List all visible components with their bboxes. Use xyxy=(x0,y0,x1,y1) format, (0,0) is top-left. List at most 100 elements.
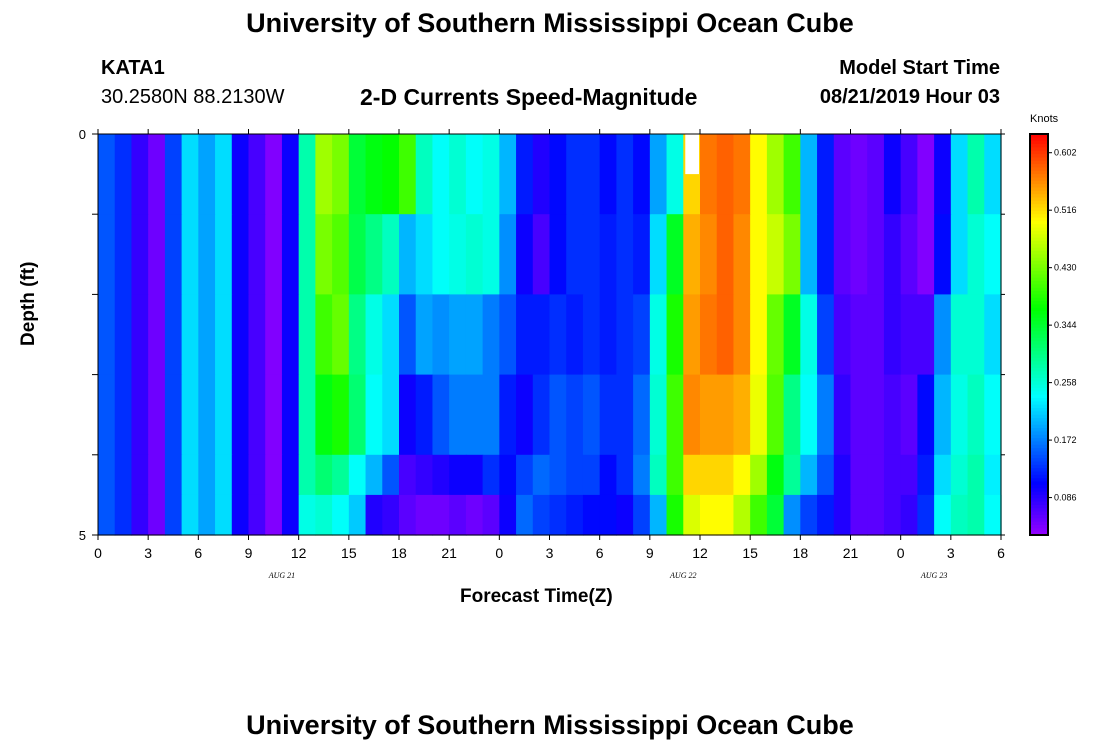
heatmap-cell xyxy=(465,494,484,535)
heatmap-cell xyxy=(833,134,852,215)
heatmap-cell xyxy=(967,494,985,535)
model-start-time: 08/21/2019 Hour 03 xyxy=(819,86,1000,108)
heatmap-cell xyxy=(766,494,785,535)
heatmap-cell xyxy=(432,294,450,376)
colorbar-band xyxy=(1030,207,1048,212)
heatmap-cell xyxy=(365,214,383,295)
colorbar-band xyxy=(1030,511,1048,516)
heatmap-cell xyxy=(700,294,718,376)
heatmap-cell xyxy=(917,374,935,456)
colorbar-band xyxy=(1030,297,1048,302)
colorbar-band xyxy=(1030,377,1048,382)
heatmap-cell xyxy=(917,294,935,376)
heatmap-cell xyxy=(566,294,584,376)
heatmap-cell xyxy=(783,374,801,456)
heatmap-cell xyxy=(465,214,484,295)
x-tick-label: 15 xyxy=(742,545,758,561)
colorbar-band xyxy=(1030,327,1048,332)
x-tick-label: 3 xyxy=(546,545,554,561)
heatmap-cell xyxy=(382,494,400,535)
chart-title: 2-D Currents Speed-Magnitude xyxy=(360,84,698,110)
heatmap-cell xyxy=(265,374,283,456)
colorbar-band xyxy=(1030,478,1048,483)
heatmap-cell xyxy=(867,214,885,295)
heatmap-cell xyxy=(750,374,768,456)
heatmap-cell xyxy=(917,494,935,535)
colorbar-band xyxy=(1030,444,1048,449)
colorbar-band xyxy=(1030,274,1048,279)
heatmap-cell xyxy=(967,214,985,295)
heatmap-cell xyxy=(750,214,768,295)
heatmap-cell xyxy=(817,294,835,376)
date-label: AUG 21 xyxy=(268,571,295,580)
heatmap-cell xyxy=(215,494,233,535)
heatmap-cell xyxy=(900,494,918,535)
heatmap-cell xyxy=(131,294,149,376)
heatmap-cell xyxy=(482,294,500,376)
colorbar-band xyxy=(1030,374,1048,379)
heatmap-cell xyxy=(934,214,952,295)
heatmap-cell xyxy=(616,374,634,456)
heatmap-cell xyxy=(549,494,567,535)
heatmap-cell xyxy=(666,374,684,456)
heatmap-cell xyxy=(850,294,868,376)
heatmap-cell xyxy=(449,494,467,535)
heatmap-cell xyxy=(265,214,283,295)
heatmap-cell xyxy=(399,494,417,535)
heatmap-cell xyxy=(415,294,434,376)
colorbar-band xyxy=(1030,160,1048,165)
colorbar-band xyxy=(1030,414,1048,419)
colorbar-band xyxy=(1030,190,1048,195)
colorbar-band xyxy=(1030,438,1048,443)
heatmap-cell xyxy=(766,374,785,456)
heatmap-cell xyxy=(633,134,651,215)
heatmap-cell xyxy=(399,294,417,376)
x-tick-label: 18 xyxy=(391,545,407,561)
heatmap-cell xyxy=(198,134,216,215)
heatmap-cell xyxy=(716,294,735,376)
colorbar-band xyxy=(1030,491,1048,496)
heatmap-cell xyxy=(499,134,517,215)
heatmap-cell xyxy=(449,294,467,376)
colorbar-band xyxy=(1030,521,1048,526)
colorbar-band xyxy=(1030,234,1048,239)
heatmap-cell xyxy=(582,134,601,215)
colorbar-frame xyxy=(1029,133,1049,536)
colorbar-band xyxy=(1030,504,1048,509)
heatmap-cell xyxy=(332,134,350,215)
colorbar-band xyxy=(1030,187,1048,192)
heatmap-cell xyxy=(616,294,634,376)
heatmap-cell xyxy=(549,374,567,456)
colorbar-band xyxy=(1030,224,1048,229)
heatmap-cell xyxy=(582,374,601,456)
colorbar-band xyxy=(1030,214,1048,219)
heatmap-cell xyxy=(766,214,785,295)
colorbar-band xyxy=(1030,180,1048,185)
colorbar-band xyxy=(1030,428,1048,433)
colorbar-band xyxy=(1030,254,1048,259)
heatmap-cell xyxy=(231,214,250,295)
heatmap-cell xyxy=(516,374,534,456)
heatmap-cell xyxy=(900,294,918,376)
colorbar-band xyxy=(1030,434,1048,439)
colorbar-band xyxy=(1030,468,1048,473)
colorbar-band xyxy=(1030,474,1048,479)
heatmap-cell xyxy=(181,294,199,376)
colorbar-band xyxy=(1030,401,1048,406)
colorbar-band xyxy=(1030,394,1048,399)
colorbar-band xyxy=(1030,367,1048,372)
heatmap-cell xyxy=(516,494,534,535)
heatmap-cell xyxy=(599,294,617,376)
heatmap-cell xyxy=(231,374,250,456)
colorbar-band xyxy=(1030,170,1048,175)
colorbar-band xyxy=(1030,418,1048,422)
heatmap-cell xyxy=(649,494,668,535)
colorbar-band xyxy=(1030,514,1048,519)
heatmap-cell xyxy=(348,374,367,456)
colorbar-band xyxy=(1030,531,1048,536)
heatmap-cell xyxy=(733,374,751,456)
heatmap-cell xyxy=(164,494,183,535)
colorbar-band xyxy=(1030,244,1048,249)
heatmap-cell xyxy=(516,294,534,376)
